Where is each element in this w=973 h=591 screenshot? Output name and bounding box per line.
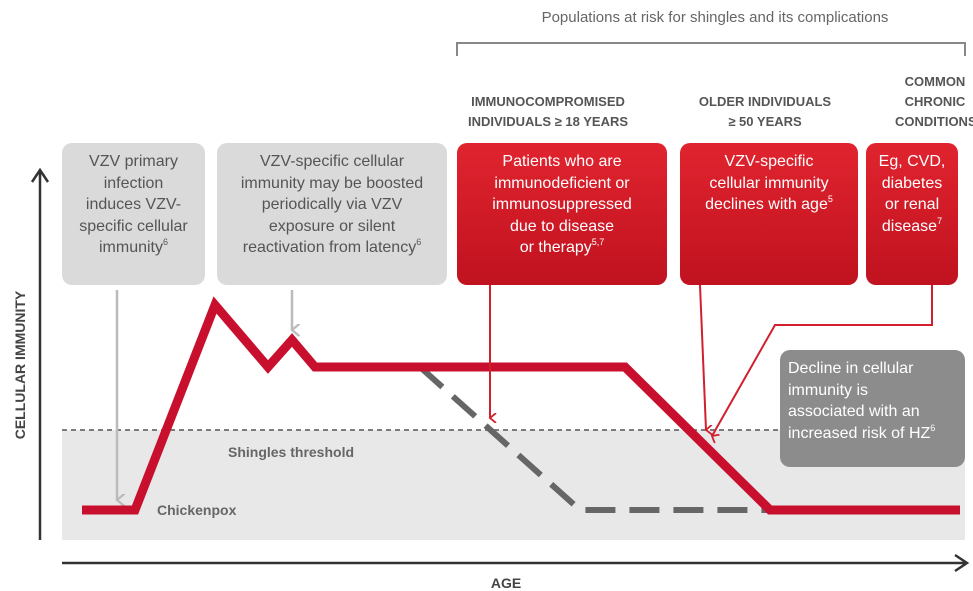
box-line: disease7 — [882, 216, 942, 238]
box-line: periodically via VZV — [262, 194, 403, 216]
box-line: immunodeficient or — [494, 173, 629, 195]
y-axis-label: CELLULAR IMMUNITY — [12, 290, 28, 439]
box-line: Eg, CVD, — [879, 151, 946, 173]
box-line: or therapy5,7 — [520, 237, 605, 259]
box-line: VZV-specific cellular — [260, 151, 404, 173]
line-text: induces VZV- — [85, 196, 182, 213]
box-line: VZV primary — [89, 151, 178, 173]
box-line: specific cellular — [79, 216, 187, 238]
line-text: associated with an — [788, 403, 920, 420]
line-text: declines with age — [705, 196, 828, 213]
line-text: or therapy — [519, 239, 592, 256]
arrow — [699, 284, 706, 430]
immunity-curve — [82, 296, 960, 515]
reference: 7 — [937, 215, 943, 226]
box-line: induces VZV- — [86, 194, 181, 216]
info-box: Decline in cellular immunity is associated… — [780, 350, 965, 467]
box-line: or renal — [885, 194, 939, 216]
threshold-label: Shingles threshold — [228, 444, 354, 460]
box-line: infection — [104, 173, 164, 195]
line-text: reactivation from latency — [242, 239, 417, 256]
line-text: Eg, CVD, — [878, 153, 946, 170]
reference: 5,7 — [591, 237, 605, 247]
group-title: IMMUNOCOMPROMISED INDIVIDUALS ≥ 18 YEARS — [440, 92, 656, 132]
info-box: VZV primary infection induces VZV-specific… — [62, 143, 205, 285]
line-text: VZV-specific — [724, 153, 814, 170]
line-text: due to disease — [509, 217, 615, 235]
box-line: immunity is — [788, 380, 868, 402]
group-title: COMMON CHRONIC CONDITIONS — [895, 72, 973, 132]
box-line: associated with an — [788, 401, 920, 423]
box-line: cellular immunity — [709, 173, 828, 195]
line-text: periodically via VZV — [261, 196, 403, 213]
line-text: or renal — [884, 196, 940, 213]
line-text: immunosuppressed — [492, 196, 632, 213]
title-line: CONDITIONS — [895, 114, 973, 129]
line-text: immunity is — [788, 381, 869, 399]
group-title: OLDER INDIVIDUALS ≥ 50 YEARS — [672, 92, 858, 132]
box-line: immunosuppressed — [492, 194, 632, 216]
line-text: increased risk of HZ — [788, 424, 931, 442]
reference: 6 — [416, 237, 422, 247]
line-text: disease — [881, 217, 938, 235]
risk-box: Eg, CVD, diabetes or renal disease7 — [866, 143, 958, 285]
declined-immunity-curve — [418, 364, 770, 513]
box-line: increased risk of HZ6 — [788, 423, 935, 445]
line-text: exposure or silent — [268, 217, 396, 235]
y-axis — [30, 167, 50, 540]
line-text: cellular immunity — [709, 174, 829, 192]
box-line: reactivation from latency6 — [243, 237, 421, 259]
chickenpox-label: Chickenpox — [157, 502, 237, 518]
x-axis — [62, 553, 970, 573]
arrow — [712, 285, 933, 436]
line-text: immunity may be boosted — [240, 174, 424, 192]
box-line: exposure or silent — [269, 216, 395, 238]
bracket — [456, 42, 966, 56]
box-line: immunity may be boosted — [241, 173, 423, 195]
box-line: diabetes — [882, 173, 943, 195]
title-line: IMMUNOCOMPROMISED — [471, 94, 625, 109]
box-line: Patients who are — [502, 151, 621, 173]
info-box: VZV-specific cellular immunity may be boo… — [217, 143, 447, 285]
line-text: Patients who are — [502, 153, 622, 170]
line-text: VZV primary — [89, 153, 178, 170]
title-line: CHRONIC — [904, 94, 966, 109]
box-line: VZV-specific — [725, 151, 814, 173]
line-text: diabetes — [881, 174, 943, 192]
reference: 6 — [163, 237, 169, 247]
line-text: VZV-specific cellular — [259, 153, 405, 170]
line-text: immunity — [98, 239, 163, 256]
line-text: infection — [103, 174, 164, 192]
title-line: COMMON — [904, 74, 966, 89]
title-line: ≥ 50 YEARS — [728, 114, 802, 129]
box-line: due to disease — [510, 216, 614, 238]
line-text: specific cellular — [79, 217, 188, 235]
risk-box: VZV-specific cellular immunity declines wi… — [680, 143, 858, 285]
reference: 6 — [930, 422, 936, 433]
bracket-label: Populations at risk for shingles and its… — [542, 9, 889, 26]
risk-box: Patients who are immunodeficient or immuno… — [457, 143, 667, 285]
box-line: declines with age5 — [705, 194, 833, 216]
line-text: Decline in cellular — [788, 360, 914, 377]
line-text: immunodeficient or — [494, 174, 630, 192]
box-line: Decline in cellular — [788, 358, 913, 380]
reference: 5 — [827, 194, 833, 204]
x-axis-label: AGE — [491, 575, 521, 591]
title-line: OLDER INDIVIDUALS — [698, 94, 832, 109]
title-line: INDIVIDUALS ≥ 18 YEARS — [467, 114, 629, 129]
box-line: immunity6 — [99, 237, 168, 259]
